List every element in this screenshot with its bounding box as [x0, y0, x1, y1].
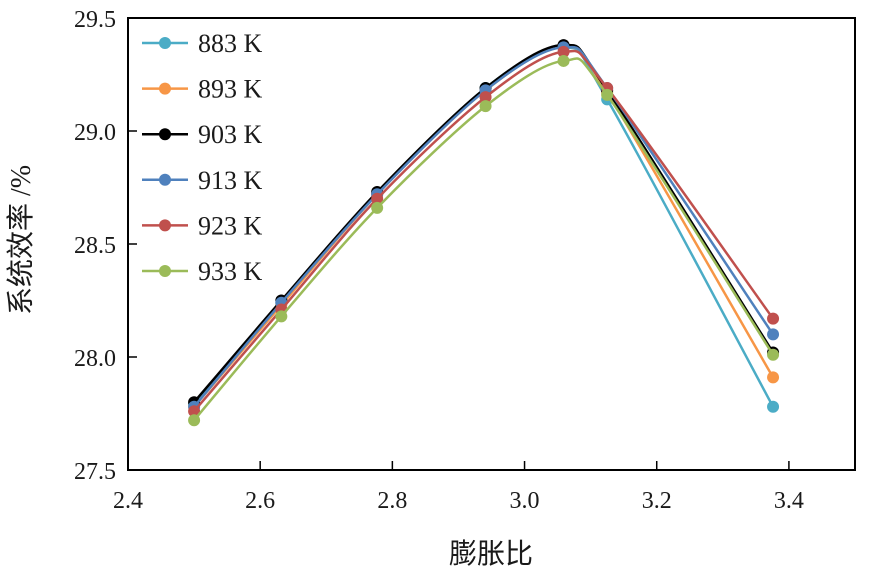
- data-point-933k: [371, 201, 384, 214]
- y-axis-title: 系统效率 /%: [5, 165, 37, 315]
- x-tick-label: 3.0: [510, 488, 540, 514]
- ticks-layer: 2.4 2.6 2.8 3.0 3.2 3.4 27.5 28.0 28.5 29.0 29.5: [74, 7, 804, 514]
- legend-swatch-marker: [159, 37, 171, 49]
- data-point-923k: [371, 192, 384, 205]
- data-point-923k: [767, 312, 780, 325]
- legend-label: 923 K: [198, 211, 263, 240]
- legend-swatch-marker: [159, 265, 171, 277]
- series-layer: [188, 39, 780, 427]
- x-tick-label: 3.4: [774, 488, 804, 514]
- legend: 883 K 893 K 903 K 913 K 923 K 933 K: [142, 29, 263, 286]
- data-point-913k: [767, 328, 780, 341]
- legend-swatch-marker: [159, 82, 171, 95]
- legend-swatch-marker: [159, 173, 171, 186]
- data-point-933k: [601, 88, 614, 101]
- data-point-883k: [767, 400, 780, 413]
- y-tick-label: 27.5: [74, 459, 116, 485]
- x-tick-label: 2.8: [377, 488, 407, 514]
- y-tick-label: 29.0: [74, 120, 116, 146]
- y-tick-label: 28.5: [74, 233, 116, 259]
- legend-label: 883 K: [198, 29, 263, 58]
- legend-label: 893 K: [198, 75, 263, 104]
- legend-swatch-marker: [159, 128, 171, 141]
- data-point-933k: [767, 348, 780, 361]
- legend-item-933k: 933 K: [142, 257, 263, 286]
- x-tick-label: 2.4: [113, 488, 143, 514]
- x-tick-label: 2.6: [245, 488, 275, 514]
- legend-label: 903 K: [198, 120, 263, 149]
- legend-label: 933 K: [198, 257, 263, 286]
- legend-swatch-marker: [159, 219, 171, 232]
- data-point-923k: [557, 45, 570, 58]
- data-point-923k: [479, 91, 492, 104]
- data-point-893k: [767, 371, 780, 384]
- data-point-923k: [188, 405, 201, 418]
- legend-item-903k: 903 K: [142, 120, 263, 149]
- legend-item-893k: 893 K: [142, 75, 263, 104]
- legend-label: 913 K: [198, 166, 263, 195]
- y-tick-label: 29.5: [74, 7, 116, 33]
- data-point-933k: [479, 100, 492, 113]
- x-tick-label: 3.2: [642, 488, 672, 514]
- x-axis-title: 膨胀比: [449, 538, 533, 569]
- y-tick-label: 28.0: [74, 346, 116, 372]
- legend-item-883k: 883 K: [142, 29, 263, 58]
- series-933k: [188, 54, 780, 427]
- data-point-933k: [557, 54, 570, 67]
- data-point-933k: [188, 414, 201, 427]
- legend-item-913k: 913 K: [142, 166, 263, 195]
- legend-item-923k: 923 K: [142, 211, 263, 240]
- data-point-933k: [275, 310, 288, 323]
